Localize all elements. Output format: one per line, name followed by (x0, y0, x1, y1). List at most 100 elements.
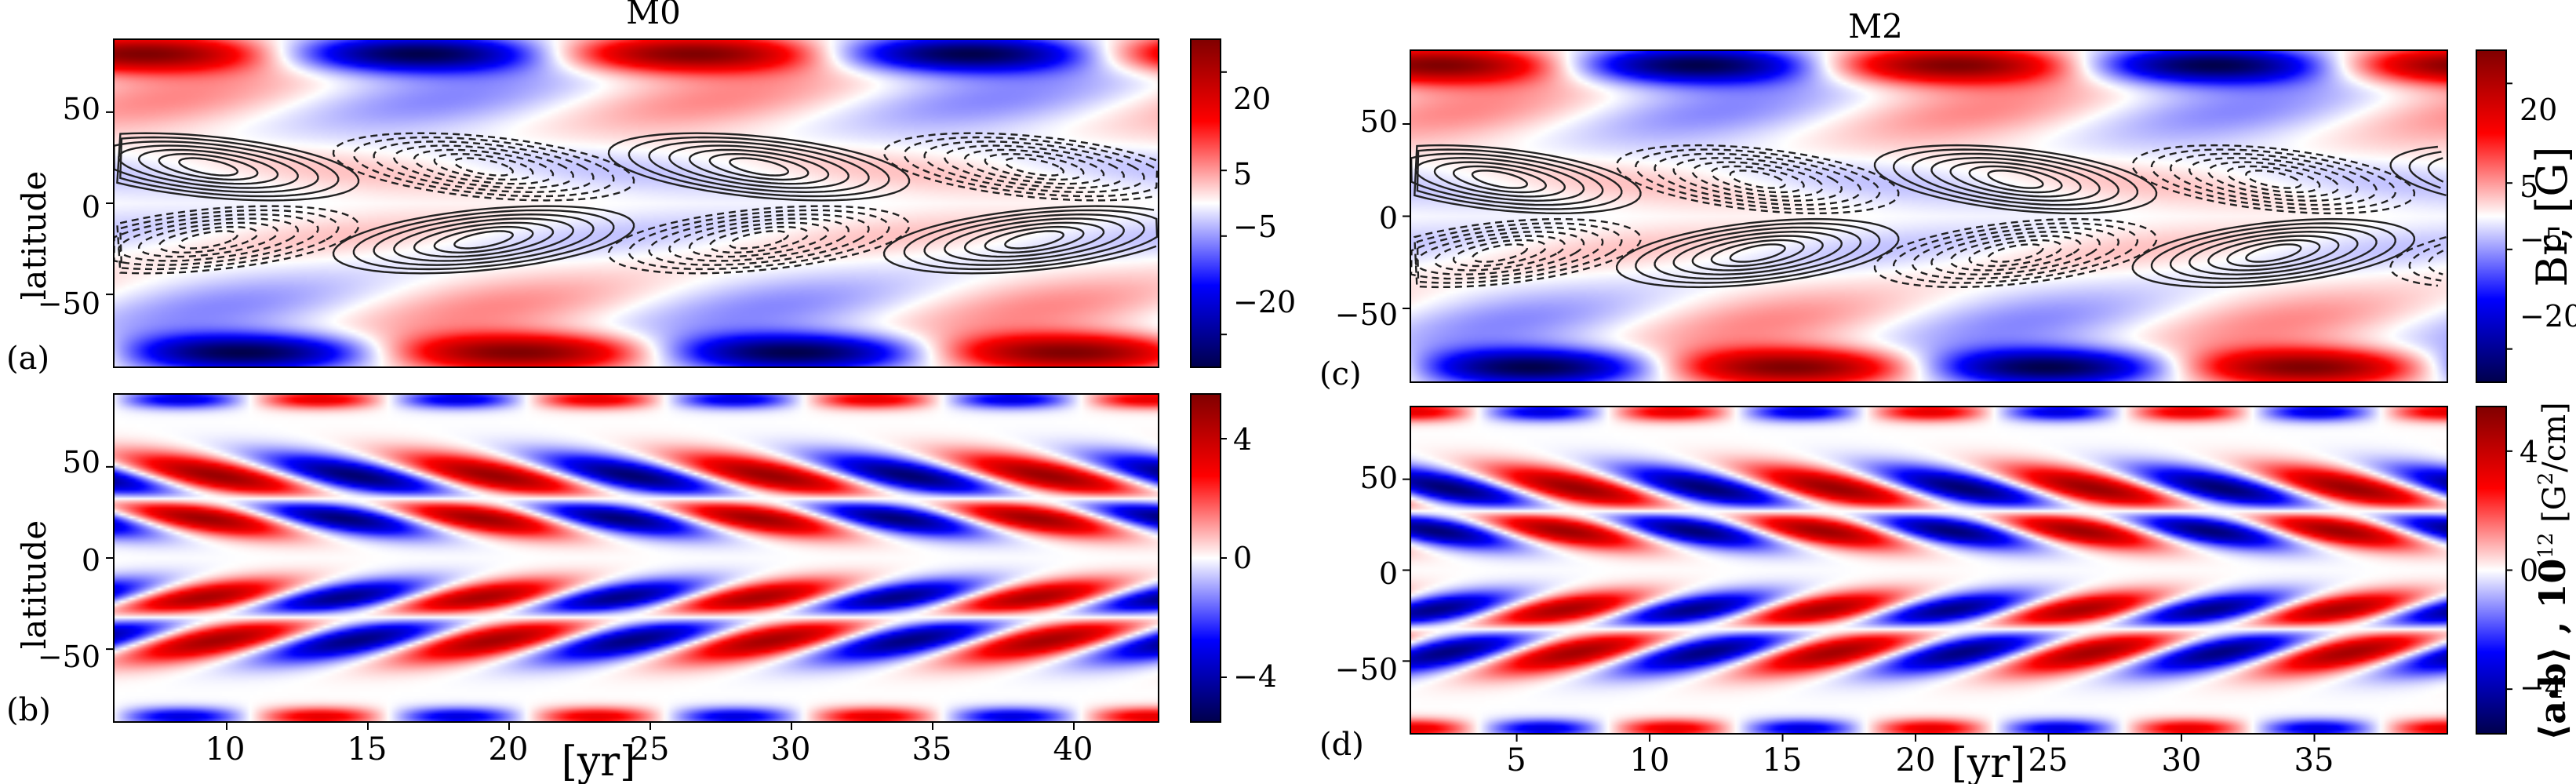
colorbar-top-right-ticks (2506, 82, 2512, 350)
contour-line (2131, 144, 2416, 215)
panel-d-xtick-20: 20 (1896, 742, 1936, 779)
contour-line (113, 140, 319, 194)
panel-d-letter: (d) (1319, 727, 1364, 763)
panel-c-letter: (c) (1319, 356, 1362, 392)
contour-line (413, 221, 555, 258)
contour-line (2131, 217, 2416, 289)
panel-d-xtick-25: 25 (2028, 742, 2068, 779)
contour-line (113, 213, 319, 266)
colorbar-bottom-right-label: ⟨a·b⟩ , 1012 [G2/cm] (2531, 402, 2574, 740)
panel-b-ticks (106, 465, 1075, 730)
colorbar-top-left-tick-20: 20 (1233, 82, 1271, 116)
contour-line (2189, 230, 2359, 276)
contour-line (1987, 243, 2044, 263)
contour-line (1968, 239, 2063, 268)
contour-line (393, 217, 574, 262)
contour-line (1968, 165, 2063, 194)
panel-d-ytick-minus50: −50 (1335, 652, 1398, 687)
colorbar-top-left-tick-minus20: −20 (1233, 285, 1296, 319)
contour-line (2245, 170, 2302, 189)
panel-d: 50 0 −50 (d) 5 10 15 20 25 30 35 [yr] (1319, 406, 2448, 784)
colorbar-bottom-right-tick-minus4: −4 (2520, 670, 2563, 705)
panel-c-ytick-minus50: −50 (1335, 297, 1398, 332)
contour-line (882, 205, 1157, 275)
panel-b-xlabel: [yr] (562, 738, 636, 784)
contour-line (1433, 235, 1566, 272)
contour-line (729, 157, 790, 177)
panel-a-letter: (a) (6, 341, 49, 377)
colorbar-bottom-left: 4 0 −4 (1190, 393, 1277, 723)
colorbar-bottom-left-tick-minus4: −4 (1233, 659, 1277, 694)
panel-c-ytick-0: 0 (1379, 201, 1398, 235)
contour-line (158, 152, 259, 181)
contour-line (923, 213, 1145, 266)
panel-d-xtick-10: 10 (1630, 742, 1670, 779)
contour-line (332, 132, 635, 202)
contour-line (137, 148, 279, 185)
contour-line (2245, 243, 2302, 263)
contour-line (2150, 148, 2396, 210)
panel-d-heatmap (1410, 407, 2447, 734)
contour-line (1635, 148, 1881, 210)
contour-line (1672, 230, 1843, 276)
contour-line (178, 157, 239, 177)
contour-line (1004, 230, 1065, 250)
colorbar-top-left-tick-5: 5 (1233, 157, 1252, 191)
panel-c-contours (1410, 144, 2447, 289)
panel-d-xtick-15: 15 (1763, 742, 1803, 779)
panel-b-xtick-20: 20 (489, 731, 529, 768)
contour-line (607, 205, 911, 275)
colorbar-top-right-tick-5: 5 (2520, 170, 2538, 204)
contour-line (1930, 230, 2101, 276)
contour-line (1416, 222, 1623, 284)
panel-a-heatmap (114, 39, 1159, 367)
colorbar-top-right-tick-minus5: −5 (2520, 222, 2563, 257)
contour-line (1654, 152, 1862, 206)
panel-d-ytick-50: 50 (1360, 461, 1398, 495)
contour-line (923, 140, 1145, 194)
contour-line (2169, 226, 2378, 280)
contour-line (1710, 165, 1805, 194)
contour-line (903, 136, 1159, 198)
panel-d-xtick-5: 5 (1506, 742, 1526, 779)
contour-line (1729, 170, 1786, 189)
panel-c: M2 50 0 −50 (c) (1319, 7, 2448, 392)
panel-d-xtick-35: 35 (2294, 742, 2334, 779)
contour-line (332, 205, 635, 275)
contour-line (944, 217, 1125, 262)
contour-line (882, 132, 1157, 202)
contour-line (688, 148, 830, 185)
colorbar-bottom-right-tick-4: 4 (2520, 435, 2538, 469)
colorbar-bottom-left-tick-0: 0 (1233, 541, 1252, 575)
panel-b-xtick-25: 25 (630, 731, 670, 768)
contour-line (984, 225, 1085, 254)
contour-line (1452, 165, 1548, 194)
colorbar-top-right-tick-20: 20 (2520, 93, 2557, 127)
contour-line (668, 217, 850, 262)
contour-line (393, 144, 574, 189)
colorbar-bottom-right-bar (2476, 406, 2507, 735)
contour-line (648, 140, 870, 194)
panel-b: 50 0 −50 latitude (b) 10 15 20 25 30 35 … (6, 393, 1159, 784)
contour-line (984, 152, 1085, 181)
contour-line (1414, 144, 1642, 215)
contour-line (1452, 239, 1548, 268)
contour-line (116, 132, 360, 202)
panel-a-ytick-minus50: −50 (38, 286, 100, 321)
contour-line (2189, 156, 2359, 202)
panel-c-title: M2 (1848, 7, 1903, 46)
panel-b-xtick-10: 10 (206, 731, 246, 768)
colorbar-top-left-ticks (1221, 71, 1227, 336)
colorbar-bottom-right-tick-0: 0 (2520, 553, 2538, 588)
contour-line (1930, 156, 2101, 202)
panel-a-ylabel: latitude (15, 171, 53, 300)
colorbar-bottom-right: 4 0 −4 ⟨a·b⟩ , 1012 [G2/cm] (2476, 402, 2574, 741)
colorbar-bottom-right-label-end: /cm] (2537, 402, 2573, 472)
contour-line (1414, 217, 1642, 289)
contour-line (1729, 243, 1786, 263)
contour-line (1691, 235, 1824, 272)
panel-d-xtick-30: 30 (2162, 742, 2202, 779)
contour-line (1654, 226, 1862, 280)
contour-line (628, 209, 890, 271)
